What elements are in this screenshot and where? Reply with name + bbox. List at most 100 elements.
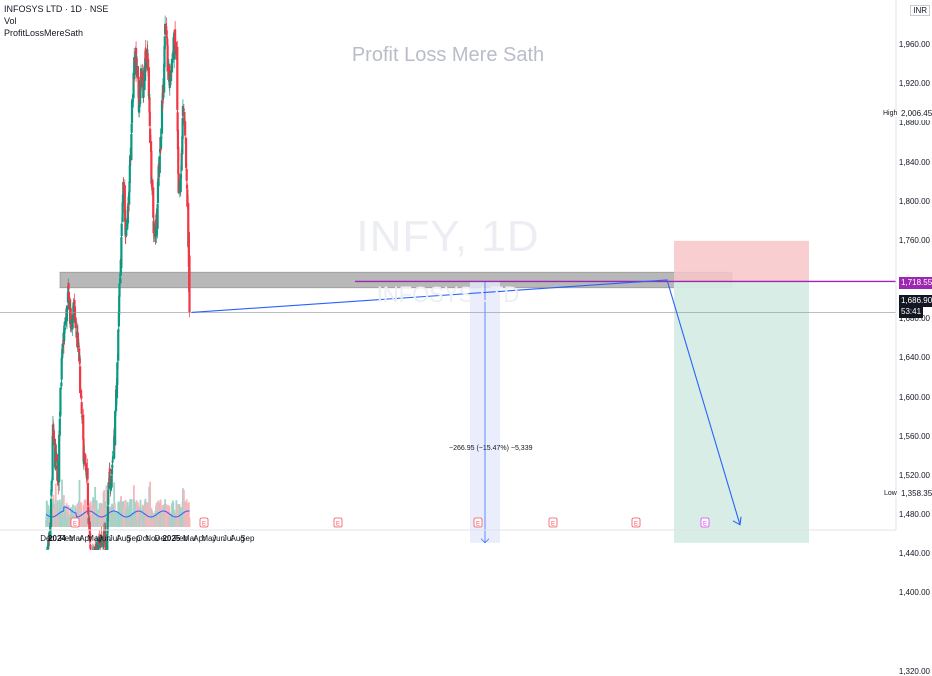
- earnings-badge: [631, 517, 641, 528]
- candle-body: [166, 45, 169, 72]
- price-tick-label: 1,760.00: [898, 235, 930, 245]
- volume-legend[interactable]: Vol: [4, 16, 17, 26]
- earnings-letter: E: [703, 522, 707, 528]
- candle-body: [106, 506, 110, 521]
- volume-bar: [182, 488, 184, 527]
- earnings-badge: [473, 517, 483, 528]
- candle-body: [49, 498, 53, 527]
- candle-body: [110, 475, 113, 488]
- candle-body: [52, 430, 55, 442]
- candle-body: [138, 103, 141, 113]
- candle-body: [123, 185, 126, 214]
- price-tick-label: 1,520.00: [898, 470, 930, 480]
- price-tick-label: 1,320.00: [898, 666, 930, 676]
- volume-bar: [146, 502, 148, 527]
- candle-body: [127, 203, 130, 207]
- candle-body: [147, 67, 150, 97]
- candle-body: [168, 74, 171, 88]
- candle: [170, 53, 174, 73]
- volume-bar: [133, 502, 136, 527]
- volume-bar: [61, 499, 64, 527]
- level-price-tag: 1,718.55: [899, 277, 932, 289]
- candle-body: [79, 366, 82, 394]
- earnings-letter: E: [73, 522, 77, 528]
- candle-body: [187, 203, 190, 247]
- candle-body: [187, 232, 190, 268]
- symbol-title[interactable]: INFOSYS LTD · 1D · NSE: [4, 4, 109, 14]
- volume-bar: [96, 514, 99, 527]
- volume-bar: [187, 502, 190, 527]
- candle-body: [158, 155, 161, 173]
- volume-bar: [83, 499, 86, 527]
- watermark-symbol: INFY, 1D: [356, 212, 540, 261]
- earnings-badge: [199, 517, 209, 528]
- candle-body: [181, 118, 184, 140]
- volume-bar: [188, 517, 191, 527]
- candle-body: [130, 100, 134, 123]
- candle-body: [120, 237, 123, 269]
- time-tick-label: Apr: [79, 534, 92, 543]
- volume-bar: [52, 507, 55, 527]
- candle-body: [164, 24, 167, 27]
- candle-body: [86, 468, 89, 480]
- candle-body: [82, 414, 85, 440]
- volume-bars: [45, 479, 191, 527]
- volume-bar: [81, 514, 84, 527]
- candle-body: [148, 111, 151, 127]
- candle: [188, 252, 191, 318]
- take-profit-zone: [674, 281, 809, 543]
- earnings-marker: E: [70, 517, 80, 528]
- candle-body: [60, 358, 63, 380]
- candle-body: [185, 168, 188, 181]
- candle: [79, 362, 82, 394]
- volume-bar: [72, 504, 74, 527]
- candle-body: [118, 283, 121, 297]
- price-tick-label: 1,600.00: [898, 392, 930, 402]
- volume-bar: [168, 506, 171, 527]
- earnings-badge: [70, 517, 80, 528]
- earnings-marker: E: [473, 517, 483, 528]
- price-tick-label: 1,680.00: [898, 314, 930, 324]
- stop-loss-zone: [674, 240, 809, 282]
- candle-body: [168, 65, 171, 83]
- candle-body: [174, 42, 178, 52]
- candle: [59, 386, 62, 425]
- candle-body: [86, 482, 90, 506]
- candle: [176, 40, 179, 116]
- candle: [114, 409, 117, 446]
- candle-body: [72, 302, 75, 312]
- time-tick-label: Mar: [182, 534, 197, 543]
- candle-body: [65, 305, 69, 322]
- volume-bar: [90, 514, 92, 527]
- time-tick-label: Mar: [68, 534, 83, 543]
- candle-body: [133, 57, 136, 79]
- candle-body: [181, 106, 185, 116]
- candle: [104, 525, 107, 550]
- currency-label[interactable]: INR: [910, 5, 930, 16]
- candle-body: [179, 174, 182, 192]
- candle: [58, 434, 61, 492]
- volume-bar: [57, 513, 60, 527]
- candle-body: [80, 402, 83, 414]
- volume-bar: [142, 506, 145, 527]
- earnings-letter: E: [634, 522, 638, 528]
- watermark-name: INFOSYS LTD: [376, 282, 520, 307]
- candle-body: [51, 436, 54, 481]
- volume-bar: [84, 499, 87, 527]
- volume-bar: [157, 503, 160, 527]
- candle-body: [159, 136, 163, 149]
- indicator-legend[interactable]: ProfitLossMereSath: [4, 28, 84, 38]
- candle-body: [117, 329, 120, 361]
- price-axis[interactable]: INR 2,160.002,120.002,080.002,040.001,96…: [896, 0, 932, 676]
- candle-body: [174, 29, 177, 47]
- candle: [111, 457, 115, 463]
- candle-body: [152, 187, 155, 218]
- volume-bar: [168, 517, 171, 527]
- candle-body: [74, 318, 77, 329]
- candle-body: [119, 278, 122, 284]
- volume-bar: [171, 503, 173, 527]
- time-tick-label: 2024: [48, 534, 66, 543]
- candle: [67, 282, 70, 291]
